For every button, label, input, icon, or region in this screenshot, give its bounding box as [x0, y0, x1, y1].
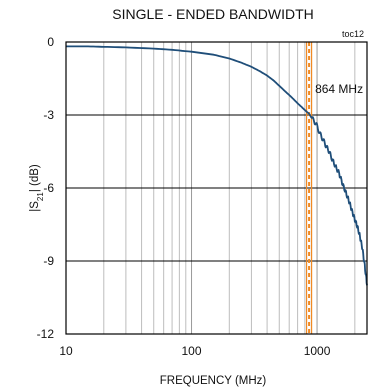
marker-label: 864 MHz [315, 82, 363, 96]
y-tick-label: -9 [43, 254, 54, 268]
chart-tag: toc12 [342, 29, 364, 39]
x-tick-label: 100 [182, 344, 202, 358]
y-axis-label-sub: 21 [36, 192, 45, 201]
series-layer [66, 45, 368, 286]
series-line-0 [66, 45, 368, 286]
y-tick-label: -12 [37, 327, 55, 341]
x-tick-label: 10 [59, 344, 73, 358]
y-tick-label: 0 [47, 35, 54, 49]
y-axis-label-main: |S [29, 201, 41, 212]
frequency-marker [305, 42, 313, 334]
plot-frame [65, 41, 368, 335]
y-axis-label-tail: | (dB) [29, 164, 41, 192]
chart-title: SINGLE - ENDED BANDWIDTH [112, 6, 313, 22]
y-tick-label: -3 [43, 108, 54, 122]
x-axis-label: FREQUENCY (MHz) [160, 375, 267, 387]
y-axis-label: |S21| (dB) [29, 164, 45, 212]
y-tick-label: -6 [43, 181, 54, 195]
x-tick-labels: 10 100 1000 [59, 344, 330, 358]
y-tick-labels: 0 -3 -6 -9 -12 [37, 35, 55, 341]
x-tick-label: 1000 [304, 344, 331, 358]
